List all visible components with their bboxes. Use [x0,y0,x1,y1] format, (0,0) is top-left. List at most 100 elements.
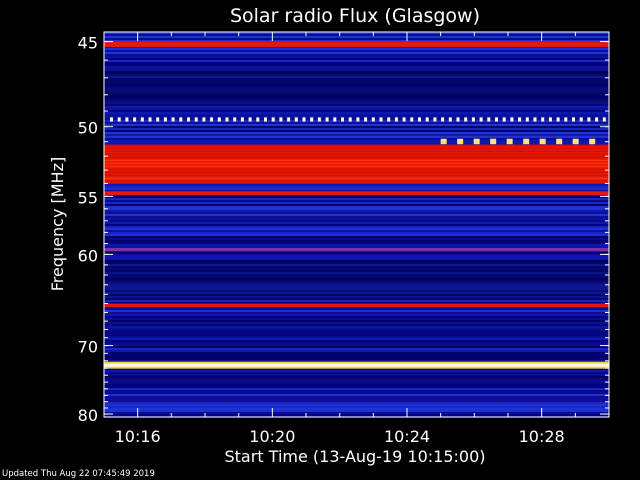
noise-row [104,372,609,374]
noise-row [104,56,609,58]
emission-dot [110,117,113,122]
noise-row [104,134,609,136]
emission-band-texture [104,177,609,180]
emission-dot [156,117,160,122]
noise-row [104,236,609,238]
noise-row [104,206,609,208]
emission-dot [539,138,546,145]
noise-row [104,342,609,344]
noise-row [104,52,609,54]
noise-row [104,116,609,118]
emission-dot [510,117,514,122]
noise-row [104,66,609,68]
emission-dot [379,117,383,122]
noise-row [104,412,609,414]
noise-row [104,48,609,50]
emission-dot [271,117,275,122]
noise-row [104,196,609,198]
emission-dot [217,117,221,122]
emission-dot [433,117,437,122]
x-tick-label: 10:20 [249,427,295,446]
emission-band-texture [104,147,609,150]
noise-row [104,388,609,390]
noise-row [104,112,609,114]
noise-row [104,400,609,402]
emission-band [104,303,609,308]
emission-dot [125,117,129,122]
emission-dot [518,117,522,122]
noise-row [104,110,609,112]
y-axis-label: Frequency [MHz] [48,157,67,291]
noise-row [104,226,609,228]
noise-row [104,36,609,38]
noise-row [104,126,609,128]
emission-dot [572,138,579,145]
emission-dot [394,117,398,122]
emission-dot [464,117,468,122]
noise-row [104,378,609,380]
emission-band-texture [104,150,609,153]
emission-dot [556,138,563,145]
emission-dot [310,117,314,122]
y-tick-label: 60 [78,246,98,265]
emission-dot [602,117,606,122]
emission-dot [425,117,429,122]
noise-row [104,374,609,376]
noise-row [104,394,609,396]
emission-dot [479,117,483,122]
emission-band [104,247,609,252]
emission-dot [179,117,183,122]
noise-row [104,380,609,382]
noise-row [104,210,609,212]
emission-dot [240,117,244,122]
noise-row [104,356,609,358]
noise-row [104,302,609,304]
noise-row [104,256,609,258]
noise-row [104,50,609,52]
noise-row [104,204,609,206]
noise-row [104,404,609,406]
noise-row [104,258,609,260]
noise-row [104,234,609,236]
emission-dot [487,117,491,122]
noise-row [104,64,609,66]
emission-dot [225,117,229,122]
noise-row [104,386,609,388]
emission-band-texture [104,168,609,171]
y-tick-label: 50 [78,119,98,138]
noise-row [104,40,609,42]
noise-row [104,298,609,300]
noise-row [104,392,609,394]
emission-dot [140,117,144,122]
noise-row [104,230,609,232]
emission-dot [364,117,368,122]
noise-row [104,224,609,226]
y-tick-label: 55 [78,188,98,207]
emission-dot [473,138,480,145]
noise-row [104,54,609,56]
emission-band-texture [104,162,609,165]
emission-dot [579,117,583,122]
emission-band-texture [104,165,609,168]
x-tick-label: 10:16 [115,427,161,446]
emission-dot [556,117,560,122]
y-tick-label: 45 [78,34,98,53]
emission-dot [402,117,406,122]
emission-dot [587,117,591,122]
emission-dot [133,117,137,122]
noise-row [104,390,609,392]
emission-dot [589,138,596,145]
noise-row [104,200,609,202]
emission-dot [341,117,344,122]
noise-row [104,354,609,356]
noise-row [104,58,609,60]
emission-dot [495,117,498,122]
emission-band-texture [104,159,609,162]
emission-dot [471,117,475,122]
noise-row [104,312,609,314]
noise-row [104,198,609,200]
noise-row [104,384,609,386]
noise-row [104,246,609,248]
emission-dot [163,117,167,122]
